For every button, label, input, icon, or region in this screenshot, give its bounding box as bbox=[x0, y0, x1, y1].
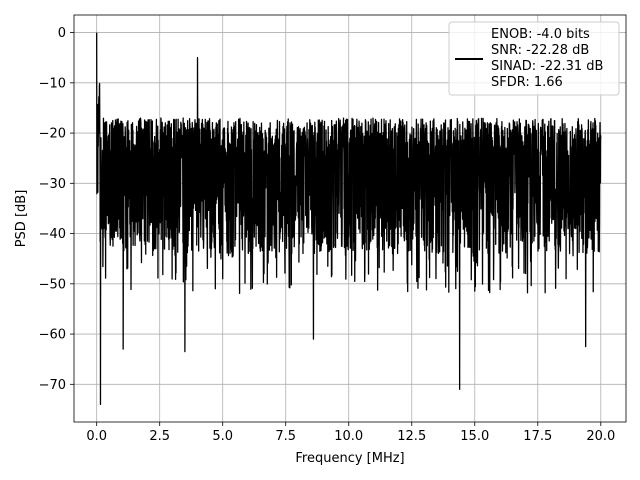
x-tick-label: 17.5 bbox=[523, 429, 552, 444]
y-tick-label: −60 bbox=[39, 328, 66, 343]
legend-line-snr: SNR: -22.28 dB bbox=[491, 43, 589, 58]
legend-line-sfdr: SFDR: 1.66 bbox=[491, 75, 563, 90]
legend-line-enob: ENOB: -4.0 bits bbox=[491, 27, 590, 42]
x-tick-label: 12.5 bbox=[397, 429, 426, 444]
psd-series-line bbox=[96, 32, 602, 406]
y-tick-label: −50 bbox=[39, 277, 66, 292]
x-tick-label: 2.5 bbox=[149, 429, 170, 444]
y-tick-label: −70 bbox=[39, 378, 66, 393]
y-tick-label: −10 bbox=[39, 76, 66, 91]
legend-box bbox=[448, 21, 620, 96]
y-tick-label: −40 bbox=[39, 227, 66, 242]
x-ticks: 0.0 2.5 5.0 7.5 10.0 12.5 15.0 17.5 20.0 bbox=[86, 422, 615, 444]
x-axis-label: Frequency [MHz] bbox=[295, 451, 404, 466]
legend: ENOB: -4.0 bits SNR: -22.28 dB SINAD: -2… bbox=[448, 21, 620, 96]
y-ticks: 0 −10 −20 −30 −40 −50 −60 −70 bbox=[39, 26, 74, 393]
x-tick-label: 20.0 bbox=[586, 429, 615, 444]
y-tick-label: −30 bbox=[39, 177, 66, 192]
x-tick-label: 0.0 bbox=[86, 429, 107, 444]
y-tick-label: −20 bbox=[39, 127, 66, 142]
x-tick-label: 5.0 bbox=[212, 429, 233, 444]
x-tick-label: 7.5 bbox=[275, 429, 296, 444]
y-tick-label: 0 bbox=[58, 26, 66, 41]
y-axis-label: PSD [dB] bbox=[14, 190, 29, 248]
legend-line-sinad: SINAD: -22.31 dB bbox=[491, 59, 603, 74]
x-tick-label: 15.0 bbox=[460, 429, 489, 444]
data-series bbox=[96, 32, 602, 406]
plot-area-frame bbox=[73, 14, 627, 423]
x-tick-label: 10.0 bbox=[334, 429, 363, 444]
